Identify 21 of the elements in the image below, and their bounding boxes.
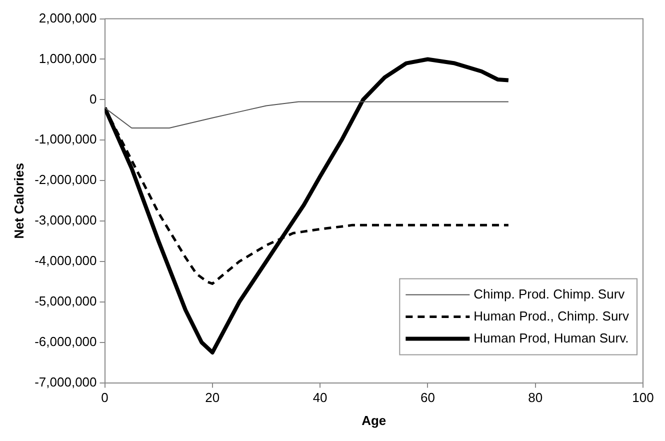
x-tick-label: 20: [205, 390, 220, 406]
y-tick-label: -6,000,000: [34, 334, 97, 349]
y-tick-label: 0: [90, 91, 97, 106]
legend-label: Human Prod., Chimp. Surv: [474, 308, 630, 324]
x-tick-label: 80: [528, 390, 543, 406]
y-tick-label: -4,000,000: [34, 253, 97, 268]
y-tick-label: -7,000,000: [34, 374, 97, 390]
x-tick-label: 40: [312, 390, 328, 406]
x-tick-label: 100: [632, 390, 654, 406]
y-tick-label: 2,000,000: [38, 10, 97, 26]
y-tick-label: -2,000,000: [34, 172, 97, 188]
x-axis-title: Age: [362, 412, 386, 428]
legend-label: Human Prod, Human Surv.: [474, 330, 629, 346]
y-axis-title: Net Calories: [11, 162, 26, 239]
y-tick-label: -3,000,000: [34, 212, 97, 228]
y-tick-label: -5,000,000: [34, 293, 97, 308]
y-tick-label: 1,000,000: [38, 50, 97, 66]
y-tick-label: -1,000,000: [34, 132, 97, 147]
x-tick-label: 0: [101, 390, 108, 406]
x-tick-label: 60: [420, 390, 435, 406]
legend-label: Chimp. Prod. Chimp. Surv: [474, 286, 626, 302]
